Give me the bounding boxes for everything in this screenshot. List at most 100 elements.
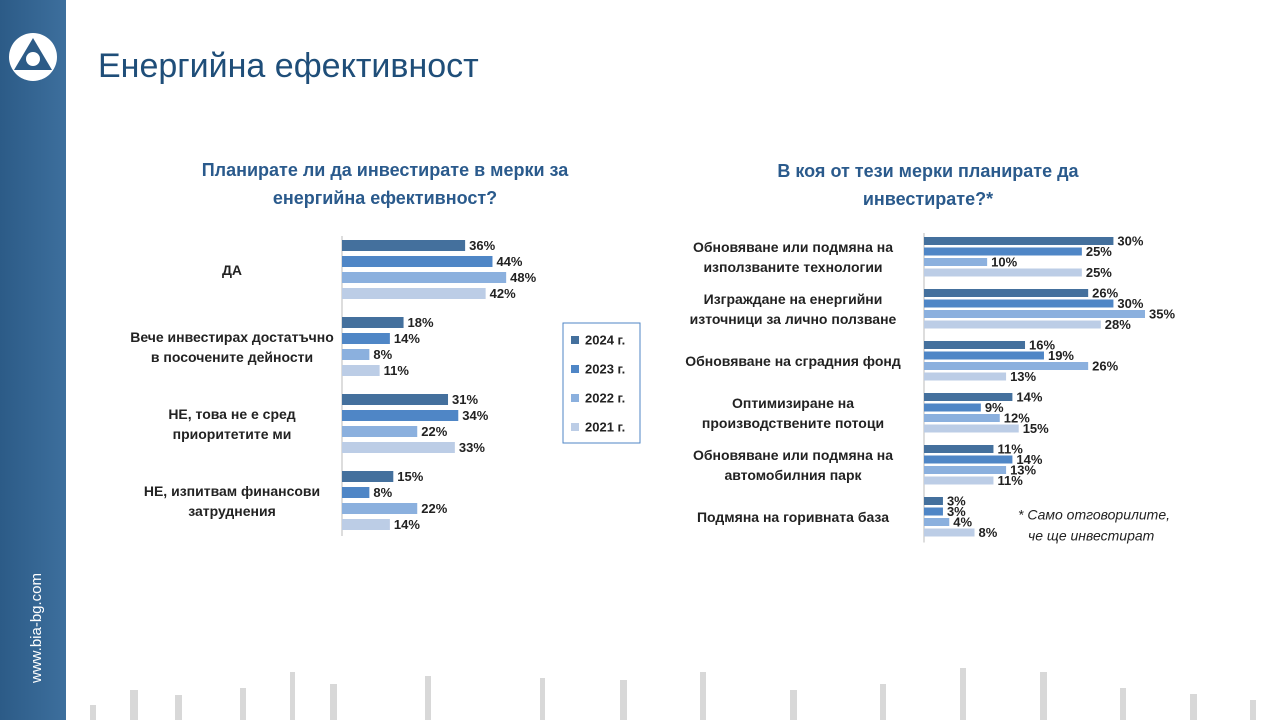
data-label: 8% (373, 485, 392, 500)
data-label: 10% (991, 254, 1017, 269)
category-label: Обновяване или подмяна на използваните т… (692, 238, 894, 275)
bar (924, 424, 1019, 433)
bar (342, 503, 418, 514)
category-label: Оптимизиране на производствените потоци (701, 394, 885, 431)
data-label: 25% (1086, 265, 1112, 280)
chart-title: Планирате ли да инвестирате в мерки за е… (201, 160, 569, 208)
data-label: 48% (510, 270, 536, 285)
legend-label: 2023 г. (585, 361, 625, 376)
bar (924, 414, 1000, 422)
data-label: 31% (452, 392, 478, 407)
legend-swatch (571, 423, 579, 431)
bar (924, 268, 1082, 277)
bar (924, 497, 943, 505)
data-label: 22% (421, 501, 447, 516)
footnote: че ще инвестират (1028, 528, 1155, 544)
data-label: 33% (459, 440, 485, 455)
data-label: 25% (1086, 244, 1112, 259)
bar (342, 442, 455, 453)
bar (924, 299, 1114, 308)
logo (9, 33, 57, 81)
data-label: 19% (1048, 348, 1074, 363)
bar (342, 487, 370, 498)
data-label: 34% (462, 408, 488, 423)
bar (342, 272, 507, 283)
bar (924, 341, 1026, 349)
bar (342, 365, 380, 376)
decoration (90, 668, 1256, 720)
bar (342, 333, 390, 344)
bar (342, 471, 394, 482)
sidebar (0, 0, 66, 720)
category-label: Обновяване или подмяна на автомобилния п… (692, 446, 894, 483)
category-label: НЕ, изпитвам финансови затруднения (143, 482, 321, 519)
bar (342, 240, 466, 251)
legend-label: 2022 г. (585, 390, 625, 405)
bar (924, 455, 1013, 464)
data-label: 3% (947, 504, 966, 519)
data-label: 30% (1117, 233, 1143, 248)
bar (342, 519, 390, 530)
category-label: НЕ, това не е сред приоритетите ми (168, 405, 296, 442)
bar (924, 362, 1089, 370)
bar (342, 288, 486, 299)
legend-label: 2021 г. (585, 419, 625, 434)
data-label: 13% (1010, 462, 1036, 477)
data-label: 11% (997, 441, 1023, 456)
category-label: Вече инвестирах достатъчно в посочените … (130, 328, 334, 365)
bar (924, 476, 994, 485)
bar (924, 247, 1082, 256)
data-label: 15% (397, 469, 423, 484)
category-label: Изграждане на енергийни източници за лич… (689, 290, 897, 327)
chart-title: В коя от тези мерки планирате да инвести… (777, 161, 1079, 209)
data-label: 30% (1117, 296, 1143, 311)
data-label: 26% (1092, 358, 1118, 373)
bar (924, 403, 981, 412)
bar (924, 258, 988, 266)
data-label: 14% (1016, 389, 1042, 404)
bar (924, 445, 994, 453)
data-label: 14% (394, 331, 420, 346)
legend-swatch (571, 394, 579, 402)
data-label: 42% (490, 286, 516, 301)
bar (924, 372, 1007, 381)
slide-title: Енергийна ефективност (98, 47, 479, 85)
bar (924, 289, 1089, 297)
data-label: 4% (953, 514, 972, 529)
data-label: 8% (979, 525, 998, 540)
bar (342, 410, 459, 421)
data-label: 22% (421, 424, 447, 439)
bar (924, 393, 1013, 401)
category-label: Подмяна на горивната база (696, 508, 889, 525)
data-label: 18% (408, 315, 434, 330)
data-label: 14% (394, 517, 420, 532)
legend-swatch (571, 336, 579, 344)
bar (924, 528, 975, 537)
bar (342, 394, 449, 405)
bar (924, 518, 950, 526)
bar (924, 466, 1007, 474)
footnote: * Само отговорилите, (1018, 507, 1170, 523)
bar (342, 426, 418, 437)
legend-swatch (571, 365, 579, 373)
data-label: 14% (1016, 452, 1042, 467)
bar (342, 349, 370, 360)
bar (924, 320, 1101, 329)
data-label: 3% (947, 493, 966, 508)
data-label: 9% (985, 400, 1004, 415)
category-label: ДА (221, 261, 243, 278)
legend-label: 2024 г. (585, 332, 625, 347)
bar (924, 507, 943, 516)
site-url: www.bia-bg.com (28, 573, 45, 684)
data-label: 44% (496, 254, 522, 269)
data-label: 13% (1010, 369, 1036, 384)
bar (924, 310, 1145, 318)
data-label: 16% (1029, 337, 1055, 352)
data-label: 15% (1023, 421, 1049, 436)
bar (924, 237, 1114, 245)
data-label: 11% (384, 363, 410, 378)
data-label: 8% (373, 347, 392, 362)
data-label: 36% (469, 238, 495, 253)
data-label: 11% (997, 473, 1023, 488)
